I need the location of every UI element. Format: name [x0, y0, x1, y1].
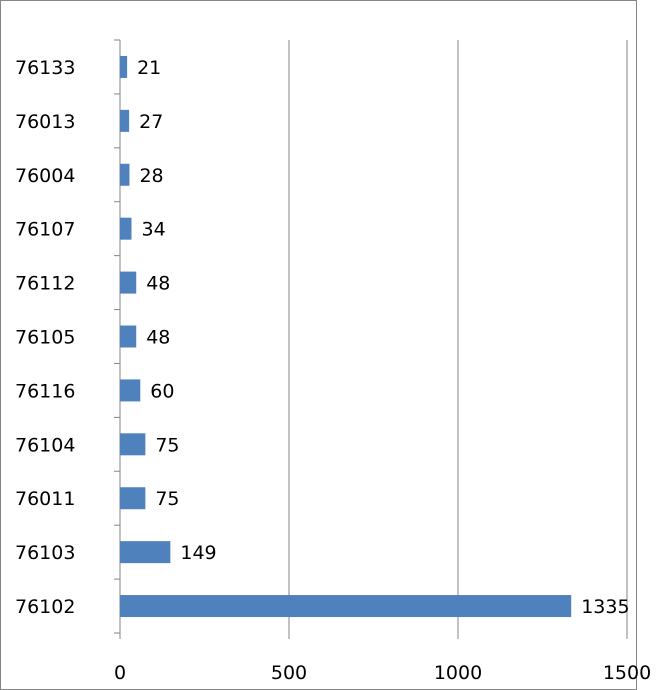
labels: 0 500 1000 1500 76102 1335 76103 149 76011 75 7610…	[15, 57, 651, 684]
bar	[120, 433, 146, 456]
data-label: 21	[137, 57, 161, 79]
data-label: 75	[155, 488, 179, 510]
category-label: 76104	[15, 434, 75, 456]
data-label: 1335	[581, 596, 629, 618]
data-label: 27	[139, 111, 163, 133]
category-label: 76105	[15, 327, 75, 349]
x-tick-label: 0	[114, 662, 126, 684]
data-label: 48	[146, 327, 170, 349]
x-tick-label: 1500	[603, 662, 651, 684]
bar	[120, 163, 130, 186]
data-label: 28	[139, 165, 163, 187]
bar	[120, 541, 171, 564]
grid-lines	[288, 40, 628, 633]
bar	[120, 379, 141, 402]
data-label: 60	[150, 380, 174, 402]
category-label: 76133	[15, 57, 75, 79]
category-label: 76011	[15, 488, 75, 510]
category-label: 76112	[15, 273, 75, 295]
bars	[120, 55, 572, 618]
bar	[120, 109, 130, 132]
data-label: 75	[155, 434, 179, 456]
category-label: 76102	[15, 596, 75, 618]
x-tick-label: 1000	[434, 662, 482, 684]
bar	[120, 487, 146, 510]
category-label: 76004	[15, 165, 75, 187]
bar	[120, 271, 137, 294]
bar	[120, 595, 572, 618]
category-label: 76103	[15, 542, 75, 564]
bar	[120, 325, 137, 348]
category-label: 76107	[15, 219, 75, 241]
category-label: 76116	[15, 380, 75, 402]
data-label: 149	[180, 542, 216, 564]
data-label: 34	[141, 219, 165, 241]
bar	[120, 55, 128, 78]
chart-border	[0, 0, 637, 690]
data-label: 48	[146, 273, 170, 295]
category-label: 76013	[15, 111, 75, 133]
bar	[120, 217, 132, 240]
x-tick-label: 500	[271, 662, 307, 684]
